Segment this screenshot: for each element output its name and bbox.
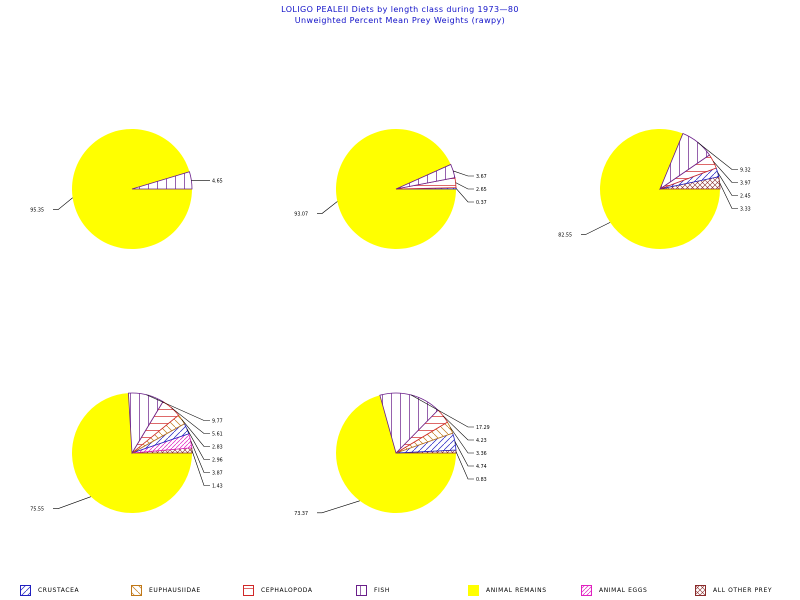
leader-line xyxy=(317,201,338,214)
legend-item-euphausiidae: EUPHAUSIIDAE xyxy=(131,583,201,597)
leader-line xyxy=(581,222,611,235)
slice-value-label: 82.55 xyxy=(558,232,572,238)
legend-item-fish: FISH xyxy=(356,583,390,597)
slice-value-label: 9.77 xyxy=(212,419,223,425)
slice-value-label: 75.55 xyxy=(30,507,44,513)
slice-value-label: 3.87 xyxy=(212,471,223,477)
legend-item-animal-remains: ANIMAL REMAINS xyxy=(468,583,547,597)
slice-value-label: 2.65 xyxy=(476,187,487,193)
leader-line xyxy=(453,170,474,177)
slice-value-label: 3.36 xyxy=(476,451,487,457)
slice-value-label: 2.45 xyxy=(740,194,751,200)
legend: CRUSTACEA EUPHAUSIIDAE CEPHALOPODA FISH ANIM… xyxy=(0,583,800,599)
leader-line xyxy=(719,182,738,209)
slice-value-label: 3.33 xyxy=(740,207,751,213)
legend-label: ALL OTHER PREY xyxy=(713,586,773,594)
legend-item-all-other-prey: ALL OTHER PREY xyxy=(695,583,772,597)
leader-line xyxy=(455,451,474,480)
slice-fish xyxy=(379,392,439,454)
leader-line xyxy=(697,142,738,170)
legend-item-cephalopoda: CEPHALOPODA xyxy=(243,583,313,597)
pie-1: 4.65 95.35 xyxy=(30,129,223,250)
slice-value-label: 0.37 xyxy=(476,200,487,206)
leader-line xyxy=(53,197,73,211)
leader-line xyxy=(717,172,738,196)
leader-line xyxy=(181,419,210,447)
slice-value-label: 2.83 xyxy=(212,445,223,451)
legend-item-crustacea: CRUSTACEA xyxy=(20,583,79,597)
solid-fill-icon xyxy=(468,584,479,596)
diagonal-hatch-icon xyxy=(20,584,31,596)
slice-value-label: 4.74 xyxy=(476,464,487,470)
diagonal-hatch-icon xyxy=(581,584,592,596)
slice-value-label: 3.67 xyxy=(476,174,487,180)
slice-value-label: 0.83 xyxy=(476,477,487,483)
pie-2: 3.67 2.65 0.37 93.07 xyxy=(294,128,487,249)
leader-line xyxy=(442,415,474,441)
leader-line xyxy=(450,427,474,454)
chart-title: LOLIGO PEALEII Diets by length class dur… xyxy=(281,5,519,14)
slice-value-label: 3.97 xyxy=(740,181,751,187)
leader-line xyxy=(191,450,210,486)
legend-label: CRUSTACEA xyxy=(38,586,80,594)
slice-fish xyxy=(395,163,456,190)
leader-line xyxy=(317,500,360,514)
slice-fish xyxy=(131,171,193,190)
slice-value-label: 73.37 xyxy=(294,511,308,517)
leader-line xyxy=(146,394,210,421)
slice-value-label: 93.07 xyxy=(294,212,308,218)
slice-fish xyxy=(128,392,164,455)
leader-line xyxy=(190,440,210,473)
legend-label: ANIMAL REMAINS xyxy=(486,586,547,594)
chart-subtitle: Unweighted Percent Mean Prey Weights (ra… xyxy=(294,16,506,25)
legend-label: FISH xyxy=(374,586,390,594)
horizontal-hatch-icon xyxy=(243,584,254,596)
legend-item-animal-eggs: ANIMAL EGGS xyxy=(581,583,647,597)
leader-line xyxy=(455,188,474,203)
slice-value-label: 17.29 xyxy=(476,425,490,431)
leader-line xyxy=(712,161,738,183)
slice-value-label: 2.96 xyxy=(212,458,223,464)
leader-line xyxy=(171,407,210,434)
slice-value-label: 95.35 xyxy=(30,208,44,214)
pie-3: 9.32 3.97 2.45 3.33 82.55 xyxy=(558,129,751,250)
slice-value-label: 4.65 xyxy=(212,178,223,184)
vertical-hatch-icon xyxy=(356,584,367,596)
pie-5: 17.29 4.23 3.36 4.74 0.83 73.37 xyxy=(294,392,490,517)
slice-animal-remains xyxy=(336,395,456,513)
cross-hatch-icon xyxy=(695,584,706,596)
legend-label: ANIMAL EGGS xyxy=(599,586,648,594)
leader-line xyxy=(410,394,474,428)
pie-4: 9.77 5.61 2.83 2.96 3.87 1.43 75.55 xyxy=(30,392,223,514)
legend-label: EUPHAUSIIDAE xyxy=(149,586,201,594)
slice-value-label: 5.61 xyxy=(212,432,223,438)
slice-value-label: 9.32 xyxy=(740,168,751,174)
legend-label: CEPHALOPODA xyxy=(261,586,313,594)
slice-value-label: 1.43 xyxy=(212,484,223,490)
diagonal-hatch-icon xyxy=(131,584,142,596)
leader-line xyxy=(186,428,210,460)
leader-line xyxy=(53,496,91,509)
chart-title-block: LOLIGO PEALEII Diets by length class dur… xyxy=(0,4,800,26)
leader-line xyxy=(455,182,474,190)
leader-line xyxy=(454,441,474,467)
slice-value-label: 4.23 xyxy=(476,438,487,444)
